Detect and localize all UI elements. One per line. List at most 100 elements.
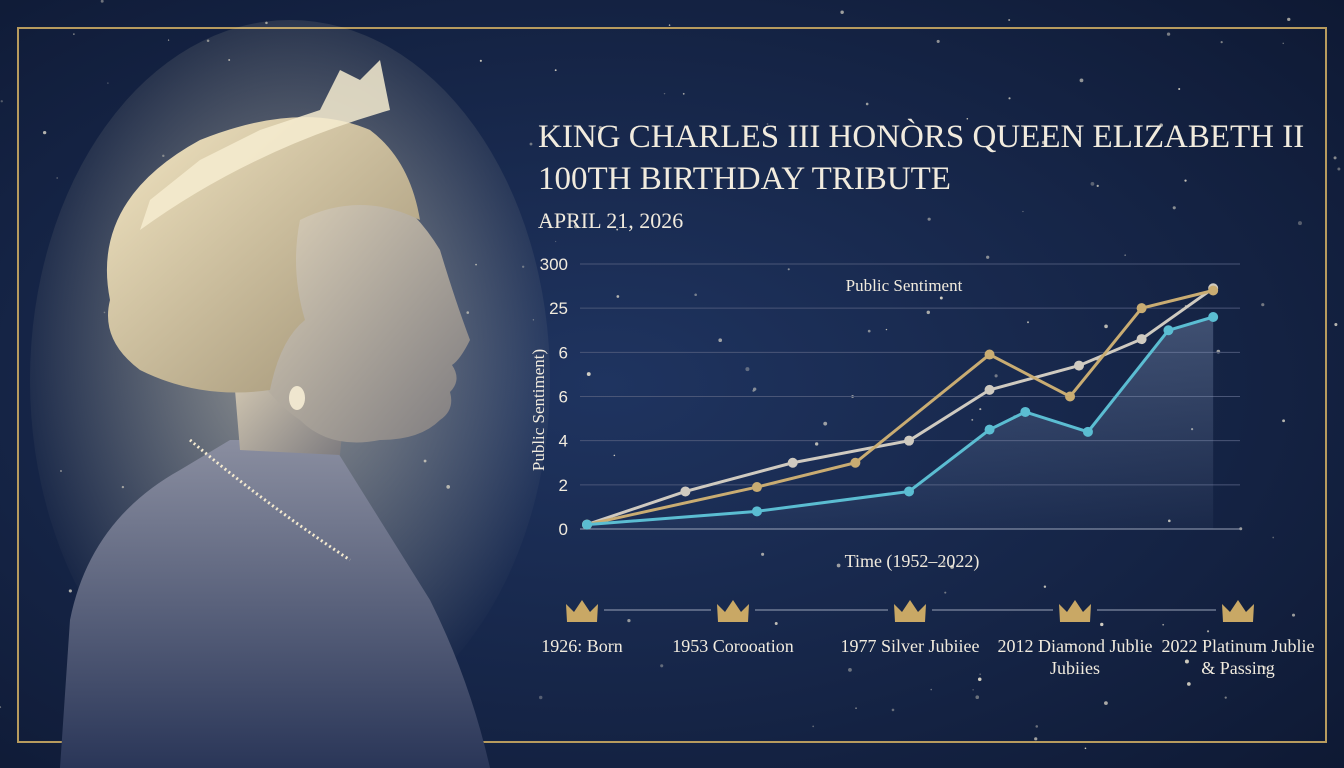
star xyxy=(812,725,815,728)
star xyxy=(1224,696,1227,699)
star xyxy=(926,310,930,315)
star xyxy=(529,142,533,146)
y-tick-label: 0 xyxy=(559,520,568,539)
star xyxy=(68,589,72,593)
star xyxy=(616,295,620,298)
crown xyxy=(717,600,749,622)
star xyxy=(1090,182,1095,186)
star xyxy=(1187,682,1191,686)
star xyxy=(107,82,109,84)
area xyxy=(587,317,1214,529)
star xyxy=(930,688,933,691)
star xyxy=(1291,613,1296,617)
star xyxy=(598,126,602,130)
point xyxy=(751,506,762,517)
star xyxy=(1008,18,1011,22)
crown xyxy=(566,600,598,622)
star xyxy=(753,387,757,391)
milestone-label: 1926: Born xyxy=(541,636,623,656)
point xyxy=(1208,312,1219,322)
timeline: 1926: Born 1953 Corooation 1977 Silver Jub… xyxy=(541,600,1315,678)
star xyxy=(1272,536,1275,539)
star xyxy=(73,33,75,35)
line xyxy=(586,287,1215,527)
point xyxy=(984,349,995,360)
star xyxy=(1043,585,1047,588)
star xyxy=(573,224,578,229)
star xyxy=(885,328,888,331)
star xyxy=(56,177,59,179)
chart: 0 2 4 6 6 25 300 Public Sentiment) Public Sentim… xyxy=(529,255,1240,572)
star xyxy=(1034,737,1038,741)
star xyxy=(761,552,765,556)
star xyxy=(1239,527,1243,531)
star xyxy=(1282,419,1286,423)
star xyxy=(42,130,47,135)
y-tick-label: 2 xyxy=(559,476,568,495)
point xyxy=(1208,285,1219,296)
star xyxy=(927,217,931,221)
point xyxy=(1073,360,1084,371)
star xyxy=(1282,42,1284,45)
star xyxy=(787,268,790,271)
milestone-label: 2022 Platinum Jublie xyxy=(1162,636,1315,656)
star xyxy=(979,673,981,675)
star xyxy=(663,92,666,95)
star xyxy=(867,329,871,333)
star xyxy=(848,667,852,672)
star xyxy=(1184,659,1189,664)
star xyxy=(627,619,631,623)
point xyxy=(1163,325,1174,336)
frame xyxy=(17,27,1327,743)
star xyxy=(936,39,940,43)
portrait xyxy=(30,20,550,768)
star xyxy=(840,10,844,14)
milestone-label: 1953 Corooation xyxy=(672,636,794,656)
x-axis-label: Time (1952–2022) xyxy=(845,551,980,572)
star xyxy=(1172,206,1176,210)
star xyxy=(1178,87,1181,91)
star xyxy=(979,408,982,411)
star xyxy=(975,695,980,700)
star xyxy=(586,372,591,376)
star xyxy=(977,677,982,682)
date: APRIL 21, 2026 xyxy=(538,208,683,233)
star xyxy=(1008,97,1011,100)
point xyxy=(751,482,762,493)
star xyxy=(0,706,2,709)
star xyxy=(1334,323,1338,327)
crown xyxy=(894,600,926,622)
star xyxy=(971,418,974,421)
star xyxy=(855,707,857,709)
star xyxy=(823,421,828,426)
point xyxy=(1065,391,1076,402)
star xyxy=(815,442,819,446)
star xyxy=(100,0,104,3)
point xyxy=(1136,334,1147,345)
milestone-label: 2012 Diamond Jublie xyxy=(998,636,1153,656)
title: 100TH BIRTHDAY TRIBUTE xyxy=(538,161,951,197)
star xyxy=(555,240,557,243)
star xyxy=(1216,349,1221,354)
milestone-label: & Passing xyxy=(1201,658,1275,678)
star xyxy=(660,664,664,668)
point xyxy=(1082,426,1093,437)
star xyxy=(836,563,841,568)
annotation: Public Sentiment xyxy=(846,276,963,295)
star xyxy=(479,59,482,62)
point xyxy=(904,435,915,446)
star xyxy=(1287,17,1291,22)
star xyxy=(986,255,990,259)
star xyxy=(1262,666,1267,670)
star xyxy=(944,591,947,594)
point xyxy=(984,384,995,395)
star xyxy=(1041,140,1046,145)
star xyxy=(1027,321,1029,324)
star xyxy=(1096,184,1099,187)
star xyxy=(1297,221,1302,226)
y-tick-label: 25 xyxy=(549,299,568,318)
star xyxy=(1084,747,1087,750)
line xyxy=(586,315,1214,527)
star xyxy=(1337,167,1341,171)
